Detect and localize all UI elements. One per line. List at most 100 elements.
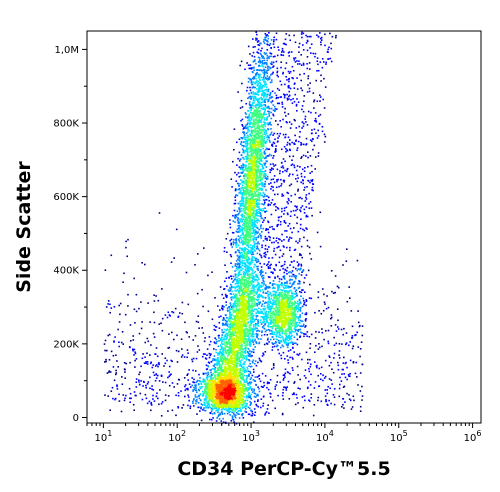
- event-point: [273, 36, 275, 39]
- event-point: [216, 399, 219, 402]
- event-point: [298, 60, 300, 62]
- event-point: [287, 302, 289, 304]
- event-point: [216, 417, 218, 419]
- event-point: [219, 383, 222, 385]
- event-point: [274, 317, 276, 319]
- event-point: [258, 78, 261, 80]
- event-point: [257, 301, 260, 304]
- event-point: [305, 144, 307, 146]
- event-point: [237, 157, 239, 160]
- event-point: [295, 393, 298, 396]
- event-point: [134, 352, 137, 355]
- event-point: [245, 394, 248, 397]
- event-point: [281, 210, 283, 213]
- event-point: [294, 205, 296, 207]
- event-point: [218, 340, 220, 342]
- event-point: [273, 331, 276, 334]
- event-point: [265, 155, 268, 158]
- event-point: [288, 90, 290, 93]
- event-point: [193, 378, 195, 381]
- event-point: [268, 113, 270, 115]
- event-point: [115, 354, 117, 356]
- event-point: [271, 333, 274, 335]
- event-point: [257, 329, 259, 332]
- event-point: [256, 161, 259, 163]
- event-point: [256, 184, 259, 187]
- event-point: [305, 137, 308, 140]
- event-point: [237, 299, 240, 301]
- event-point: [255, 342, 258, 345]
- event-point: [307, 362, 309, 364]
- event-point: [260, 254, 262, 257]
- event-point: [259, 233, 261, 235]
- event-point: [234, 301, 236, 304]
- event-point: [257, 99, 260, 101]
- event-point: [240, 255, 242, 257]
- event-point: [310, 52, 312, 54]
- event-point: [343, 407, 345, 409]
- event-point: [319, 61, 322, 63]
- event-point: [253, 380, 256, 382]
- event-point: [271, 72, 274, 75]
- event-point: [152, 364, 154, 366]
- event-point: [256, 246, 259, 249]
- event-point: [251, 154, 254, 157]
- event-point: [313, 100, 315, 103]
- event-point: [256, 81, 258, 84]
- event-point: [259, 150, 262, 152]
- event-point: [286, 282, 288, 284]
- event-point: [250, 310, 253, 313]
- event-point: [224, 421, 227, 424]
- event-point: [153, 294, 155, 296]
- event-point: [195, 320, 198, 323]
- event-point: [252, 270, 254, 272]
- event-point: [232, 243, 235, 246]
- event-point: [305, 318, 307, 320]
- event-point: [276, 180, 278, 183]
- event-point: [295, 277, 297, 280]
- event-point: [307, 84, 309, 86]
- event-point: [232, 325, 235, 327]
- event-point: [247, 192, 250, 195]
- event-point: [277, 123, 279, 126]
- event-point: [155, 347, 158, 349]
- event-point: [197, 388, 200, 391]
- event-point: [349, 341, 351, 343]
- event-point: [260, 65, 262, 67]
- event-point: [306, 56, 309, 58]
- event-point: [262, 353, 265, 356]
- event-point: [229, 315, 231, 318]
- event-point: [269, 326, 271, 328]
- event-point: [242, 141, 245, 143]
- event-point: [135, 310, 138, 313]
- event-point: [253, 55, 256, 58]
- event-point: [273, 268, 275, 270]
- event-point: [223, 306, 225, 308]
- event-point: [274, 342, 276, 345]
- event-point: [289, 143, 291, 146]
- event-point: [356, 259, 359, 262]
- event-point: [307, 75, 310, 77]
- event-point: [276, 315, 278, 318]
- event-point: [328, 399, 330, 402]
- event-point: [223, 318, 225, 320]
- event-point: [254, 326, 257, 329]
- event-point: [288, 306, 291, 309]
- event-point: [243, 291, 246, 294]
- event-point: [234, 217, 237, 220]
- event-point: [290, 123, 293, 125]
- event-point: [278, 292, 281, 294]
- event-point: [264, 211, 266, 213]
- event-point: [253, 298, 255, 301]
- event-point: [192, 400, 194, 403]
- event-point: [249, 381, 251, 384]
- event-point: [291, 306, 293, 308]
- event-point: [304, 313, 307, 316]
- event-point: [261, 87, 263, 89]
- event-point: [267, 65, 269, 68]
- event-point: [239, 329, 242, 331]
- event-point: [152, 332, 155, 335]
- event-point: [256, 41, 259, 43]
- event-point: [298, 42, 301, 45]
- event-point: [335, 34, 337, 37]
